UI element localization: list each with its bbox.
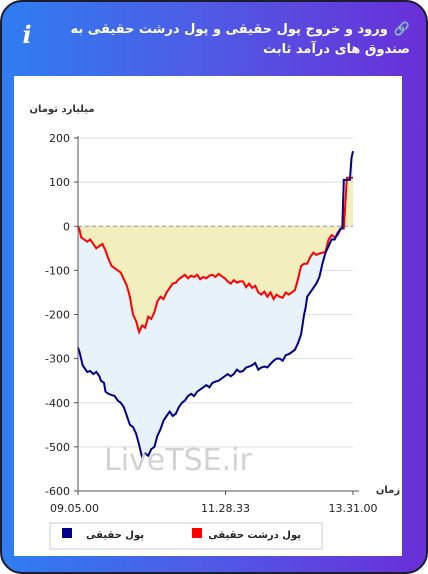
line-real-money <box>77 150 354 461</box>
x-tick-label: 09.05.00 <box>50 502 99 515</box>
chart-title: 🔗ورود و خروج پول حقیقی و پول درشت حقیقی … <box>50 20 410 60</box>
info-icon[interactable]: i <box>22 20 32 49</box>
legend-label-big-real-money: پول درشت حقیقی <box>208 530 301 541</box>
legend-label-real-money: پول حقیقی <box>86 530 144 541</box>
y-tick-label: -500 <box>45 441 70 454</box>
y-tick-label: 200 <box>49 132 70 145</box>
legend-box <box>49 522 323 550</box>
y-tick-label: -100 <box>45 264 70 277</box>
y-tick-label: -300 <box>45 353 70 366</box>
x-tick-label: 13.31.00 <box>329 502 378 515</box>
y-tick-label: -600 <box>45 485 70 498</box>
line-big-real-money <box>77 176 353 335</box>
chart-svg: میلیارد تومان 200 100 0 -100 -200 -300 -400 -500… <box>29 104 400 550</box>
y-tick-label: -200 <box>45 309 70 322</box>
x-tick-label: 11.28.33 <box>201 502 250 515</box>
link-icon[interactable]: 🔗 <box>393 22 410 37</box>
chart-panel: میلیارد تومان 200 100 0 -100 -200 -300 -400 -500… <box>14 76 402 556</box>
y-tick-label: 100 <box>49 176 70 189</box>
legend-swatch-big-real-money <box>192 528 202 538</box>
area-real-money <box>78 151 353 458</box>
x-axis-label: زمان <box>376 485 400 496</box>
y-axis-label: میلیارد تومان <box>29 104 94 115</box>
chart-title-text: ورود و خروج پول حقیقی و پول درشت حقیقی ب… <box>70 22 410 57</box>
watermark: LiveTSE.ir <box>104 443 252 478</box>
card-header: i 🔗ورود و خروج پول حقیقی و پول درشت حقیق… <box>18 14 410 70</box>
y-tick-label: -400 <box>45 397 70 410</box>
y-tick-label: 0 <box>63 220 70 233</box>
legend-swatch-real-money <box>62 528 72 538</box>
